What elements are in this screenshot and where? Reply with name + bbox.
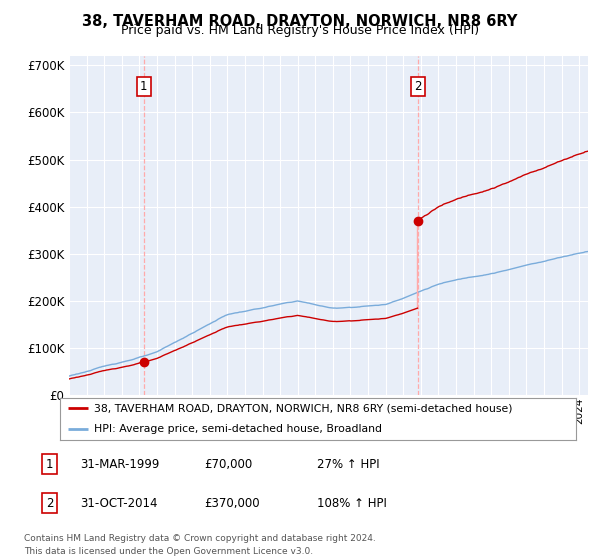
- Text: 1: 1: [46, 458, 53, 471]
- Text: HPI: Average price, semi-detached house, Broadland: HPI: Average price, semi-detached house,…: [94, 424, 382, 434]
- Text: 27% ↑ HPI: 27% ↑ HPI: [317, 458, 380, 471]
- Text: £370,000: £370,000: [205, 497, 260, 510]
- Text: Price paid vs. HM Land Registry's House Price Index (HPI): Price paid vs. HM Land Registry's House …: [121, 24, 479, 36]
- Text: 108% ↑ HPI: 108% ↑ HPI: [317, 497, 387, 510]
- Text: 2: 2: [46, 497, 53, 510]
- Text: 31-OCT-2014: 31-OCT-2014: [80, 497, 158, 510]
- Text: 31-MAR-1999: 31-MAR-1999: [80, 458, 160, 471]
- Text: 38, TAVERHAM ROAD, DRAYTON, NORWICH, NR8 6RY: 38, TAVERHAM ROAD, DRAYTON, NORWICH, NR8…: [82, 14, 518, 29]
- Text: Contains HM Land Registry data © Crown copyright and database right 2024.
This d: Contains HM Land Registry data © Crown c…: [24, 534, 376, 556]
- Text: £70,000: £70,000: [205, 458, 253, 471]
- Text: 2: 2: [414, 80, 422, 93]
- Text: 1: 1: [140, 80, 148, 93]
- Text: 38, TAVERHAM ROAD, DRAYTON, NORWICH, NR8 6RY (semi-detached house): 38, TAVERHAM ROAD, DRAYTON, NORWICH, NR8…: [94, 403, 512, 413]
